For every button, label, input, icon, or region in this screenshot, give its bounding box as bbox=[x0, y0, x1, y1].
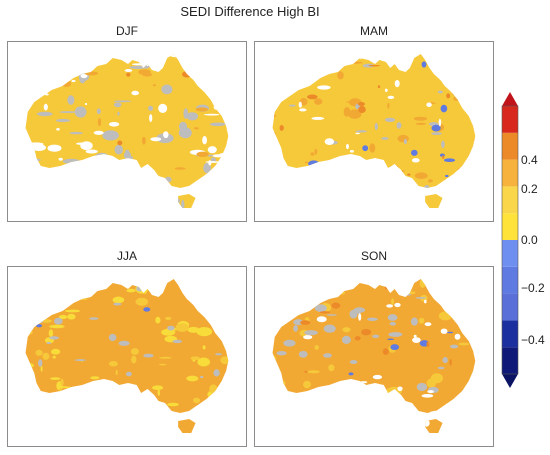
panel-title-mam: MAM bbox=[360, 24, 388, 38]
colorbar-bin-8 bbox=[502, 132, 518, 160]
map-panel-son bbox=[254, 266, 494, 447]
colorbar-extend-max bbox=[502, 92, 518, 106]
colorbar-bin-7 bbox=[502, 159, 518, 187]
colorbar-tick-0.4: 0.4 bbox=[521, 153, 538, 167]
colorbar-tick-0.2: 0.2 bbox=[521, 182, 538, 196]
map-fill-son bbox=[272, 279, 476, 433]
colorbar-tick-neg-0.2: −0.2 bbox=[521, 281, 545, 295]
figure-title: SEDI Difference High BI bbox=[180, 4, 320, 19]
colorbar-bin-2 bbox=[502, 293, 518, 321]
australia-map-son bbox=[272, 279, 476, 433]
australia-map-mam bbox=[272, 54, 476, 208]
colorbar-bin-9 bbox=[502, 106, 518, 133]
colorbar-bin-4 bbox=[502, 240, 518, 267]
map-fill-djf bbox=[25, 54, 229, 208]
australia-map-djf bbox=[25, 54, 229, 208]
colorbar-bin-0 bbox=[502, 347, 518, 374]
panel-title-son: SON bbox=[360, 249, 387, 263]
colorbar-tick-0.0: 0.0 bbox=[521, 233, 538, 247]
colorbar-bin-6 bbox=[502, 186, 518, 214]
australia-map-jja bbox=[25, 279, 229, 433]
colorbar-bin-3 bbox=[502, 266, 518, 294]
panel-title-jja: JJA bbox=[116, 249, 137, 263]
colorbar-bin-5 bbox=[502, 213, 518, 240]
colorbar-extend-min bbox=[502, 374, 518, 388]
colorbar-frame bbox=[501, 105, 519, 375]
map-fill-mam bbox=[272, 54, 476, 208]
colorbar bbox=[501, 92, 519, 388]
map-panel-jja bbox=[7, 266, 247, 447]
map-fill-jja bbox=[25, 279, 229, 433]
colorbar-bin-1 bbox=[502, 320, 518, 348]
colorbar-tick-neg-0.4: −0.4 bbox=[521, 333, 545, 347]
map-panel-djf bbox=[7, 41, 247, 222]
map-panel-mam bbox=[254, 41, 494, 222]
panel-title-djf: DJF bbox=[116, 24, 138, 38]
